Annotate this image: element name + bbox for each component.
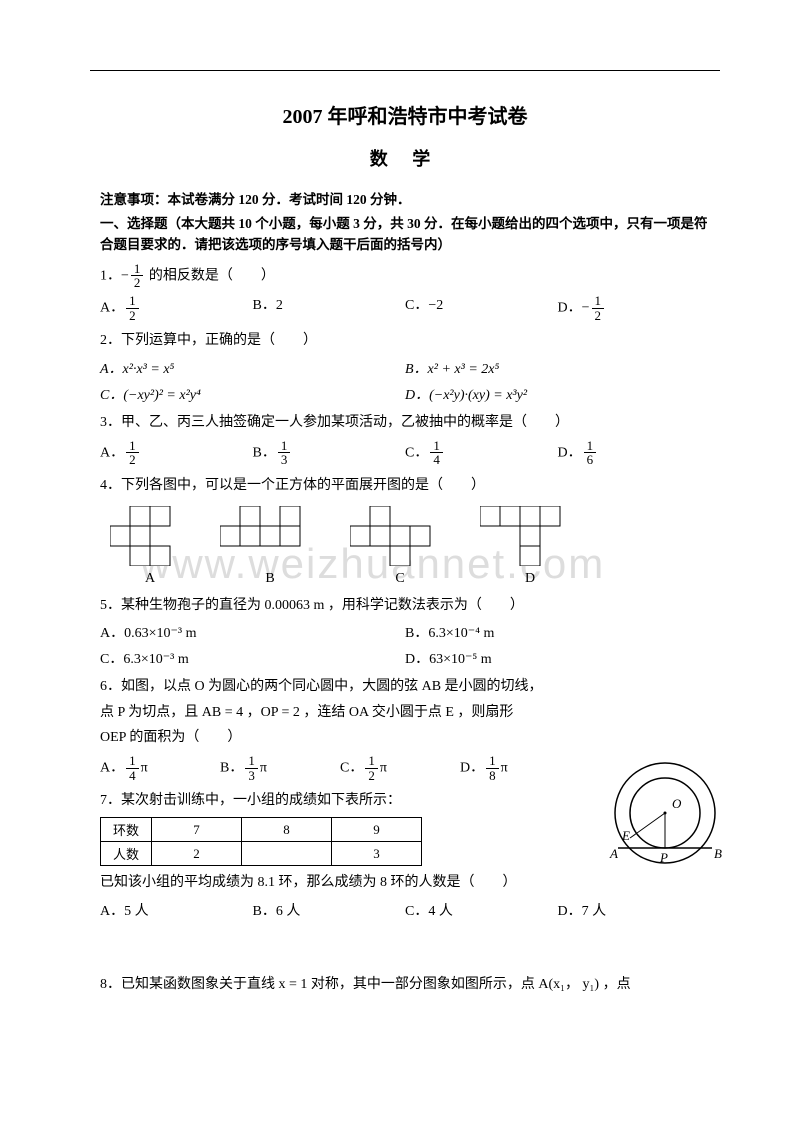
q7-h3: 9 <box>332 818 422 842</box>
label-A: A <box>609 846 618 861</box>
q1-C: C．−2 <box>405 294 558 322</box>
q7-h0: 环数 <box>101 818 152 842</box>
table-row: 环数 7 8 9 <box>101 818 422 842</box>
q3-C: C．14 <box>405 439 558 467</box>
page-title: 2007 年呼和浩特市中考试卷 <box>100 100 710 129</box>
q7-table: 环数 7 8 9 人数 2 3 <box>100 817 422 866</box>
section1-head: 一、选择题（本大题共 10 个小题，每小题 3 分，共 30 分．在每小题给出的… <box>100 213 710 256</box>
q3-D: D．16 <box>558 439 711 467</box>
q4-fig-A: A <box>110 506 190 587</box>
cube-net-b-icon <box>220 506 320 566</box>
q2-A: A．x²·x³ = x⁵ <box>100 362 174 377</box>
q1-stem: 1．−12 的相反数是（ ） <box>100 262 710 290</box>
page-subtitle: 数 学 <box>100 145 710 171</box>
concentric-circles-icon: O E A P B <box>600 758 730 878</box>
q3-A: A．12 <box>100 439 253 467</box>
q4-fig-C: C <box>350 506 450 587</box>
q4-label-A: A <box>110 571 190 587</box>
q7-c0: 人数 <box>101 842 152 866</box>
q7-c1: 2 <box>152 842 242 866</box>
q7-h1: 7 <box>152 818 242 842</box>
q4-fig-B: B <box>220 506 320 587</box>
q6-A: A．14π <box>100 754 220 782</box>
q1-pre: 1．− <box>100 268 129 283</box>
q7-h2: 8 <box>242 818 332 842</box>
q3-B: B．13 <box>253 439 406 467</box>
q7-B: B．6 人 <box>253 900 406 920</box>
q7-D: D．7 人 <box>558 900 711 920</box>
q1-A: A．12 <box>100 294 253 322</box>
q2-D: D．(−x²y)·(xy) = x³y² <box>405 388 527 403</box>
q6-C: C．12π <box>340 754 460 782</box>
frac-1-2: 12 <box>131 262 144 290</box>
q6-l3: OEP 的面积为（ ） <box>100 730 241 745</box>
q2-opts-row1: A．x²·x³ = x⁵ B．x² + x³ = 2x⁵ <box>100 358 710 378</box>
q4-label-D: D <box>480 571 580 587</box>
q2-C: C．(−xy²)² = x²y⁴ <box>100 388 201 403</box>
q7-C: C．4 人 <box>405 900 558 920</box>
q4-figures: A B C <box>110 506 710 587</box>
q6-l2: 点 P 为切点，且 AB = 4 ，OP = 2 ，连结 OA 交小圆于点 E … <box>100 705 513 720</box>
label-O: O <box>672 796 682 811</box>
q6-B: B．13π <box>220 754 340 782</box>
q4-label-C: C <box>350 571 450 587</box>
cube-net-d-icon <box>480 506 580 566</box>
q5-C: C．6.3×10⁻³ m <box>100 648 405 668</box>
q1-B: B．2 <box>253 294 406 322</box>
top-rule <box>90 70 720 71</box>
q5-opts-row2: C．6.3×10⁻³ m D．63×10⁻⁵ m <box>100 648 710 668</box>
q5-A: A．0.63×10⁻³ m <box>100 622 405 642</box>
q2-B: B．x² + x³ = 2x⁵ <box>405 362 499 377</box>
q6-opts: A．14π B．13π C．12π D．18π <box>100 754 580 782</box>
q4-label-B: B <box>220 571 320 587</box>
q5-B: B．6.3×10⁻⁴ m <box>405 622 710 642</box>
q1-post: 的相反数是（ ） <box>145 268 275 283</box>
q8-stem: 8．已知某函数图象关于直线 x = 1 对称，其中一部分图象如图所示，点 A(x… <box>100 972 710 997</box>
q7-A: A．5 人 <box>100 900 253 920</box>
cube-net-a-icon <box>110 506 190 566</box>
q5-opts-row1: A．0.63×10⁻³ m B．6.3×10⁻⁴ m <box>100 622 710 642</box>
q2-opts-row2: C．(−xy²)² = x²y⁴ D．(−x²y)·(xy) = x³y² <box>100 384 710 404</box>
label-B: B <box>714 846 722 861</box>
q4-stem: 4．下列各图中，可以是一个正方体的平面展开图的是（ ） <box>100 473 710 498</box>
label-P: P <box>659 850 668 865</box>
q7-c2 <box>242 842 332 866</box>
q7-opts: A．5 人 B．6 人 C．4 人 D．7 人 <box>100 900 710 920</box>
q6-stem: 6．如图，以点 O 为圆心的两个同心圆中，大圆的弦 AB 是小圆的切线， 点 P… <box>100 674 560 750</box>
q1-opts: A．12 B．2 C．−2 D．−12 <box>100 294 710 322</box>
label-E: E <box>621 828 630 843</box>
notice: 注意事项：本试卷满分 120 分．考试时间 120 分钟． <box>100 189 710 211</box>
table-row: 人数 2 3 <box>101 842 422 866</box>
cube-net-c-icon <box>350 506 450 566</box>
q1-D: D．−12 <box>558 294 711 322</box>
q2-stem: 2．下列运算中，正确的是（ ） <box>100 328 710 353</box>
q5-D: D．63×10⁻⁵ m <box>405 648 710 668</box>
q3-stem: 3．甲、乙、丙三人抽签确定一人参加某项活动，乙被抽中的概率是（ ） <box>100 410 710 435</box>
q3-opts: A．12 B．13 C．14 D．16 <box>100 439 710 467</box>
q6-D: D．18π <box>460 754 580 782</box>
q4-fig-D: D <box>480 506 580 587</box>
q6-l1: 6．如图，以点 O 为圆心的两个同心圆中，大圆的弦 AB 是小圆的切线， <box>100 679 543 694</box>
q5-stem: 5．某种生物孢子的直径为 0.00063 m ，用科学记数法表示为（ ） <box>100 593 710 618</box>
q7-c3: 3 <box>332 842 422 866</box>
